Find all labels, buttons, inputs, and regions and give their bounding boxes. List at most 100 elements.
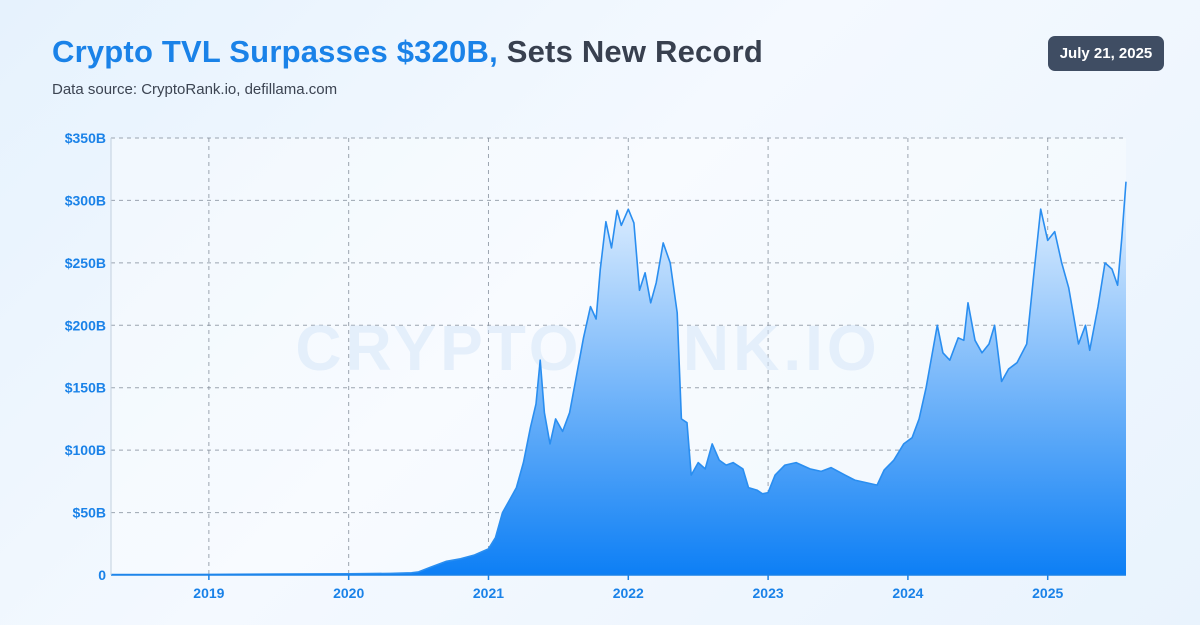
data-point — [957, 337, 959, 339]
data-point — [522, 461, 524, 463]
data-point — [809, 468, 811, 470]
data-point — [1111, 268, 1113, 270]
x-axis-ticks: 2019 2020 2021 2022 2023 2024 2025 — [193, 575, 1063, 601]
data-point — [876, 484, 878, 486]
data-point — [697, 461, 699, 463]
data-point — [974, 339, 976, 341]
data-source-subtitle: Data source: CryptoRank.io, defillama.co… — [52, 81, 338, 98]
y-tick-label: $50B — [73, 505, 106, 521]
data-point — [535, 403, 537, 405]
y-tick-label: $250B — [65, 255, 106, 271]
date-badge: July 21, 2025 — [1048, 36, 1164, 71]
data-point — [865, 481, 867, 483]
title-highlight: Crypto TVL Surpasses $320B, — [52, 34, 498, 69]
data-point — [1104, 262, 1106, 264]
data-point — [539, 359, 541, 361]
y-tick-label: $150B — [65, 380, 106, 396]
data-point — [494, 536, 496, 538]
data-point — [936, 324, 938, 326]
data-point — [1116, 284, 1118, 286]
data-point — [1121, 237, 1123, 239]
data-point — [599, 268, 601, 270]
data-point — [644, 272, 646, 274]
data-point — [911, 437, 913, 439]
data-point — [756, 489, 758, 491]
data-point — [508, 499, 510, 501]
data-point — [501, 511, 503, 513]
y-tick-label: $350B — [65, 130, 106, 146]
data-point — [1000, 380, 1002, 382]
data-point — [732, 461, 734, 463]
data-point — [589, 305, 591, 307]
tvl-line — [110, 181, 1127, 576]
data-point — [981, 352, 983, 354]
data-point — [993, 324, 995, 326]
data-point — [582, 337, 584, 339]
data-point — [1040, 208, 1042, 210]
data-point — [1084, 324, 1086, 326]
data-point — [949, 359, 951, 361]
data-point — [549, 443, 551, 445]
data-point — [655, 282, 657, 284]
y-tick-label: $200B — [65, 317, 106, 333]
data-point — [554, 418, 556, 420]
data-point — [676, 312, 678, 314]
data-point — [883, 469, 885, 471]
data-point — [429, 566, 431, 568]
data-point — [784, 464, 786, 466]
data-point — [942, 352, 944, 354]
data-point — [620, 224, 622, 226]
data-point — [1089, 349, 1091, 351]
data-point — [742, 468, 744, 470]
data-point — [918, 418, 920, 420]
x-tick-label: 2025 — [1032, 585, 1063, 601]
data-point — [690, 474, 692, 476]
x-tick-label: 2022 — [613, 585, 644, 601]
y-tick-label: $300B — [65, 192, 106, 208]
data-point — [410, 572, 412, 574]
y-tick-label: 0 — [98, 567, 106, 583]
data-point — [487, 548, 489, 550]
data-point — [1054, 230, 1056, 232]
data-point — [767, 491, 769, 493]
data-point — [1047, 239, 1049, 241]
data-point — [1077, 343, 1079, 345]
data-point — [610, 247, 612, 249]
title-rest: Sets New Record — [506, 34, 763, 69]
tvl-area-fill — [111, 181, 1126, 575]
data-point — [568, 412, 570, 414]
data-point — [561, 430, 563, 432]
data-point — [718, 459, 720, 461]
data-point — [417, 571, 419, 573]
data-point — [747, 486, 749, 488]
x-tick-label: 2024 — [892, 585, 923, 601]
y-axis-ticks: 0 $50B $100B $150B $200B $250B $300B $350B — [65, 130, 106, 583]
data-point — [1125, 181, 1127, 183]
data-point — [1007, 368, 1009, 370]
data-point — [605, 221, 607, 223]
data-point — [669, 262, 671, 264]
data-point — [1061, 262, 1063, 264]
data-point — [795, 461, 797, 463]
data-point — [820, 470, 822, 472]
data-point — [529, 427, 531, 429]
data-point — [1097, 305, 1099, 307]
y-tick-label: $100B — [65, 442, 106, 458]
x-tick-label: 2023 — [753, 585, 784, 601]
data-point — [595, 318, 597, 320]
data-point — [633, 222, 635, 224]
x-tick-label: 2019 — [193, 585, 224, 601]
data-point — [963, 339, 965, 341]
data-point — [515, 486, 517, 488]
data-point — [686, 422, 688, 424]
data-point — [575, 374, 577, 376]
data-point — [389, 572, 391, 574]
data-point — [459, 558, 461, 560]
data-point — [1033, 274, 1035, 276]
data-point — [830, 466, 832, 468]
data-point — [704, 468, 706, 470]
data-point — [925, 387, 927, 389]
data-point — [988, 343, 990, 345]
data-point — [774, 474, 776, 476]
